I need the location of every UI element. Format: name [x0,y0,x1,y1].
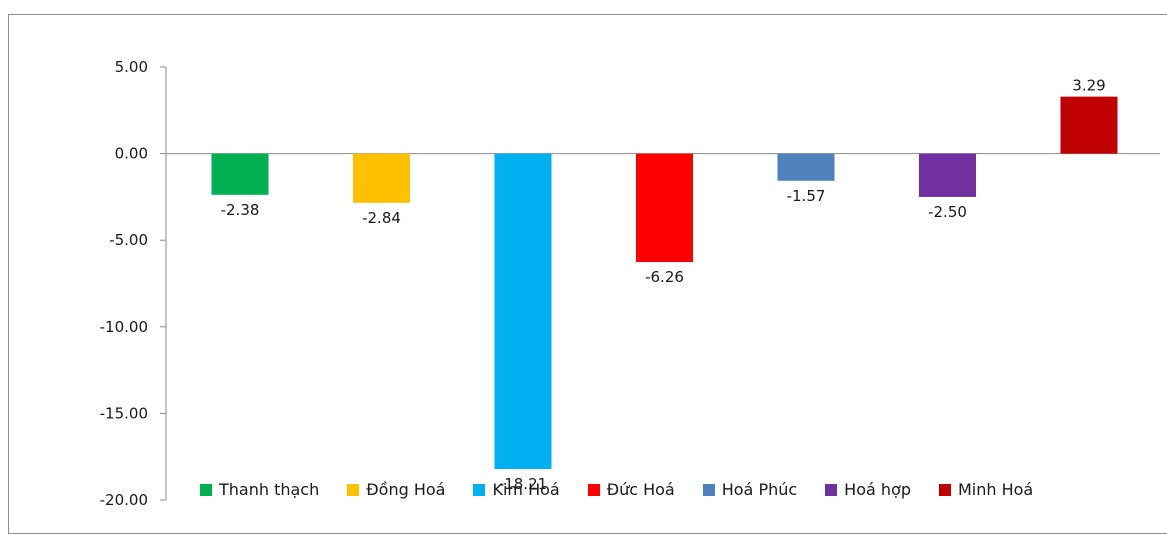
legend-item: Minh Hoá [938,480,1034,499]
legend-swatch [473,483,486,496]
legend-item: Hoá Phúc [702,480,798,499]
data-label: -6.26 [645,268,684,286]
y-tick-label: 5.00 [115,58,148,76]
legend-label: Đồng Hoá [366,480,446,499]
bar [1060,96,1118,154]
legend-swatch [200,483,212,496]
y-tick-label: 0.00 [115,145,148,163]
legend-swatch [587,483,600,496]
data-label: -2.38 [221,201,260,219]
legend-swatch [938,483,951,496]
data-label: -2.50 [928,203,967,221]
legend-label: Kim Hoá [492,480,560,499]
legend-label: Hoá hợp [844,480,911,499]
legend-item: Đồng Hoá [347,480,445,499]
y-tick-label: -20.00 [100,491,148,509]
legend-label: Thanh thạch [219,480,320,499]
data-label: -18.21 [499,475,547,493]
legend: Thanh thạch Đồng Hoá Kim Hoá Đức Hoá Hoá Phú… [200,480,1061,499]
bars [211,96,1118,469]
legend-swatch [825,483,838,496]
bar [211,153,269,195]
bar [636,153,693,263]
legend-item: Đức Hoá [587,480,675,499]
legend-item: Kim Hoá [473,480,560,499]
data-label: 3.29 [1072,77,1105,95]
y-tick-label: -10.00 [100,318,148,336]
legend-label: Minh Hoá [957,480,1034,499]
legend-label: Đức Hoá [606,480,675,499]
bar [919,153,976,197]
legend-label: Hoá Phúc [721,480,798,499]
legend-item: Hoá hợp [825,480,911,499]
bar [494,153,552,469]
y-tick-label: -15.00 [100,404,148,422]
data-label: -1.57 [787,187,826,205]
y-tick-label: -5.00 [109,231,148,249]
data-label: -2.84 [362,209,401,227]
legend-item: Thanh thạch [200,480,319,499]
bar [353,153,410,203]
chart-frame [8,14,1167,534]
y-axis: 5.00 0.00 -5.00 -10.00 -15.00 -20.00 [100,58,1160,509]
bar [777,153,835,181]
legend-swatch [702,483,715,496]
legend-swatch [347,483,360,496]
data-labels: -2.38 -2.84 -18.21 -6.26 -1.57 -2.50 3.29 [221,77,1106,493]
